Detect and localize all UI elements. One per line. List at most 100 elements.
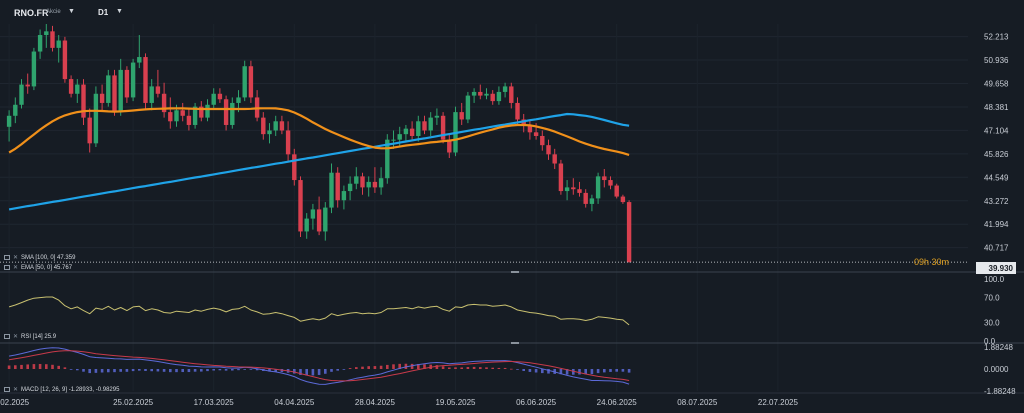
symbol-selector[interactable]: RNO.FR [14,8,49,18]
candle-body [533,132,539,136]
ema-legend[interactable]: ✕ EMA [50, 0] 45.767 [4,263,72,272]
candle-body [471,91,477,96]
macd-histogram-bar [441,366,445,369]
macd-histogram-bar [379,365,383,369]
macd-histogram-bar [231,369,234,371]
indicator-remove-icon[interactable]: ✕ [13,255,19,261]
macd-histogram-bar [516,369,519,370]
macd-histogram-bar [404,363,408,369]
macd-legend[interactable]: ✕ MACD [12, 26, 9] -1.28933, -0.98295 [4,385,119,394]
candle-body [583,192,588,204]
macd-histogram-bar [342,369,346,370]
candle-body [199,106,204,118]
macd-histogram-bar [125,369,129,372]
macd-histogram-bar [206,369,209,372]
time-tick-label: 25.02.2025 [113,398,154,407]
candle-body [608,180,613,186]
indicator-remove-icon[interactable]: ✕ [13,387,19,393]
candle-body [397,134,402,140]
macd-histogram-bar [193,369,197,372]
rsi-legend[interactable]: ✕ RSI [14] 25.9 [4,332,56,341]
candle-body [285,130,291,155]
macd-histogram-bar [162,369,166,372]
macd-histogram-bar [485,367,488,369]
macd-histogram-bar [460,367,463,369]
macd-histogram-bar [218,369,222,371]
sma-legend[interactable]: ✕ SMA [100, 0] 47.359 [4,253,75,262]
time-tick-label: 05.02.2025 [0,398,30,407]
candle-body [186,115,192,125]
macd-histogram-bar [534,369,538,373]
candle-body [496,91,502,102]
macd-histogram-bar [348,368,352,369]
price-tick-label: 41.994 [984,220,1009,229]
candle-body [267,130,272,135]
macd-histogram-bar [187,369,191,373]
macd-histogram-bar [57,365,60,369]
candle-body [329,172,334,208]
macd-histogram-bar [435,365,439,369]
candle-countdown: 09h 30m [913,257,949,267]
candle-body [161,93,167,113]
price-axis: 52.213 50.936 49.658 48.381 47.104 45.826 44.5… [984,33,1009,253]
ema-50-line [8,107,630,156]
candle-body [316,209,322,232]
rsi-tick-label: 70.0 [984,294,1000,303]
macd-histogram-bar [479,367,482,369]
candle-body [242,66,247,98]
macd-histogram-bar [324,369,327,374]
rsi-tick-label: 0.0 [984,337,996,346]
candle-body [378,178,384,188]
indicator-settings-icon[interactable] [4,387,10,392]
symbol-dropdown-icon[interactable]: ▼ [68,8,75,15]
macd-histogram-bar [107,369,110,373]
candle-body [279,121,285,131]
candle-body [298,180,303,232]
indicator-remove-icon[interactable]: ✕ [13,265,19,271]
macd-histogram-bar [150,369,153,372]
macd-histogram-bar [76,369,79,371]
candle-body [428,117,433,131]
macd-histogram-bar [224,369,228,371]
timeframe-dropdown-icon[interactable]: ▼ [116,8,123,15]
candle-body [620,196,626,203]
macd-histogram-bar [131,369,135,372]
macd-histogram-bar [448,367,451,369]
macd-histogram-bar [565,369,569,375]
candle-body [124,69,130,98]
indicator-settings-icon[interactable] [4,265,10,270]
timeframe-selector[interactable]: D1 [98,8,109,17]
price-tick-label: 52.213 [984,33,1009,42]
macd-histogram-bar [367,366,370,369]
macd-histogram-bar [603,369,606,373]
candle-body [112,75,117,113]
indicator-settings-icon[interactable] [4,334,10,339]
candle-body [527,124,533,133]
price-tick-label: 43.272 [984,197,1009,206]
candle-body [310,209,316,219]
macd-histogram-bar [293,369,296,374]
candle-body [354,176,359,184]
macd-histogram-bar [69,369,73,370]
candle-body [434,115,440,118]
candle-body [440,115,446,140]
macd-tick-label: -1.88248 [984,387,1016,396]
sma-100-line [8,112,630,211]
macd-histogram-bar [255,369,259,371]
macd-histogram-bar [26,364,29,369]
macd-histogram-bar [113,369,116,373]
candle-body [143,57,148,103]
candle-body [155,86,161,94]
indicator-remove-icon[interactable]: ✕ [13,334,19,340]
candle-body [44,31,49,36]
macd-histogram-bar [317,369,321,375]
macd-histogram-bar [491,367,494,369]
indicator-settings-icon[interactable] [4,255,10,260]
candle-body [180,110,185,116]
macd-tick-label: 0.0000 [984,365,1009,374]
candle-body [168,112,173,122]
candle-body [323,207,328,232]
candle-body [56,40,61,48]
candle-body [447,139,452,153]
